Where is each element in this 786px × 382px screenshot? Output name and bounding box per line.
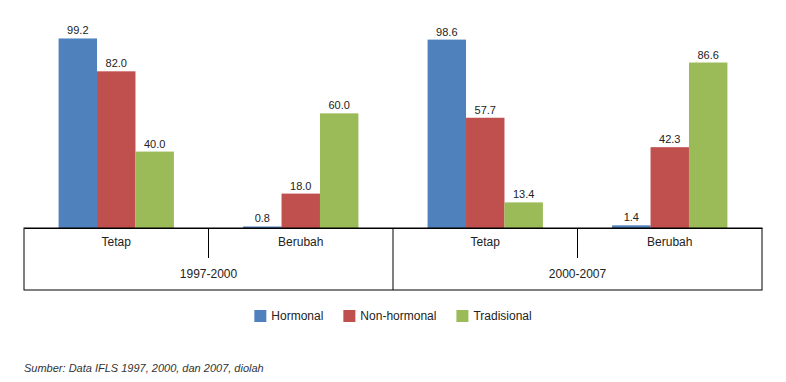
legend-label: Hormonal (271, 309, 323, 323)
source-note: Sumber: Data IFLS 1997, 2000, dan 2007, … (24, 362, 264, 374)
data-label: 82.0 (106, 57, 127, 69)
separator (577, 228, 578, 258)
bars (59, 38, 728, 228)
data-label: 0.8 (255, 212, 270, 224)
bar (466, 118, 504, 228)
x-tick-label: Berubah (278, 235, 323, 249)
bar (135, 152, 173, 228)
data-label: 13.4 (513, 188, 534, 200)
label-box: 1997-2000 2000-2007 (24, 228, 762, 290)
legend-swatch (456, 310, 468, 322)
x-tick: Tetap (102, 235, 132, 249)
legend-swatch (343, 310, 355, 322)
legend-item: Non-hormonal (343, 309, 436, 323)
x-tick: Berubah (647, 235, 692, 249)
bar (282, 194, 320, 228)
bar (59, 38, 97, 228)
separator (393, 228, 394, 290)
legend-swatch (254, 310, 266, 322)
legend-label: Non-hormonal (360, 309, 436, 323)
bar (97, 71, 135, 228)
x-tick: Berubah (278, 235, 323, 249)
x-tick-label: Berubah (647, 235, 692, 249)
bar (689, 63, 727, 228)
legend-label: Tradisional (473, 309, 531, 323)
data-label: 18.0 (290, 180, 311, 192)
legend-item: Tradisional (456, 309, 531, 323)
chart: 99.2 0.8 98.6 1.4 82.0 18.0 57.7 42.3 40.0 60.0 13… (0, 0, 786, 382)
bar-series (97, 71, 689, 228)
x-tick: Tetap (471, 235, 501, 249)
legend: Hormonal Non-hormonal Tradisional (254, 309, 531, 323)
bar (651, 147, 689, 228)
data-label: 42.3 (659, 133, 680, 145)
bar-series (135, 63, 727, 228)
data-label: 98.6 (436, 26, 457, 38)
x-tick-label: Tetap (471, 235, 501, 249)
data-label: 99.2 (67, 24, 88, 36)
period-label: 1997-2000 (180, 267, 238, 281)
legend-item: Hormonal (254, 309, 323, 323)
period-label: 2000-2007 (549, 267, 607, 281)
data-label: 60.0 (328, 99, 349, 111)
data-label: 57.7 (475, 104, 496, 116)
bar (504, 202, 542, 228)
separator (208, 228, 209, 258)
data-label: 40.0 (144, 138, 165, 150)
label-box-frame (24, 228, 762, 290)
data-label: 1.4 (624, 211, 639, 223)
x-tick-label: Tetap (102, 235, 132, 249)
bar-series (59, 38, 651, 228)
bar (320, 113, 358, 228)
bar (428, 40, 466, 228)
data-labels: 99.2 0.8 98.6 1.4 82.0 18.0 57.7 42.3 40.0 60.0 13… (67, 24, 719, 224)
data-label: 86.6 (697, 49, 718, 61)
